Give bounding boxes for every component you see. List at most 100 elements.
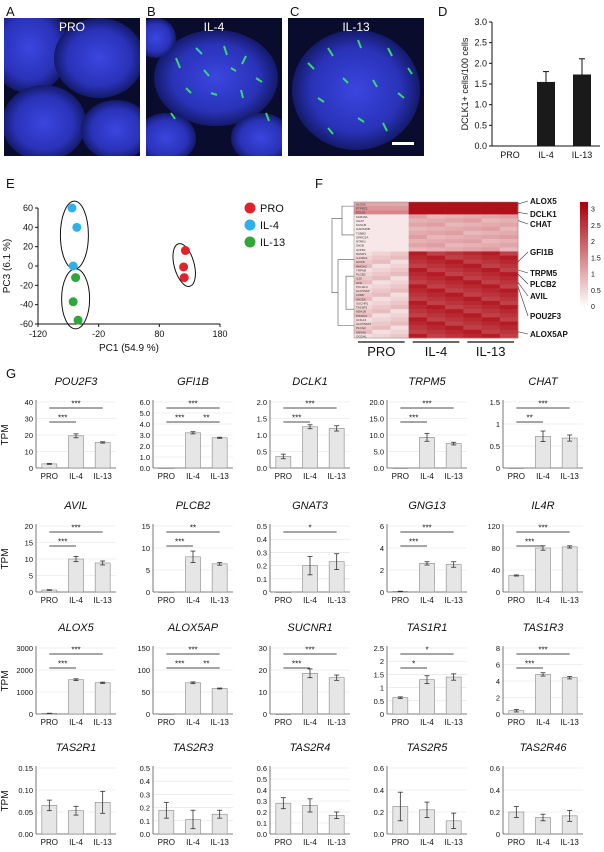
f-heatmap-cell (390, 284, 409, 289)
f-scale-segment (580, 293, 588, 296)
f-gene-label: CHAT (356, 219, 364, 223)
g-ytick-label: 0.6 (374, 764, 384, 773)
e-ylabel: PC3 (6.1 %) (2, 239, 13, 293)
g-bar (185, 682, 201, 715)
f-heatmap-cell (408, 284, 428, 289)
f-heatmap-cell (354, 255, 373, 260)
f-heatmap-cell (408, 206, 428, 211)
d-ytick-label: 3.0 (474, 17, 487, 27)
f-heatmap-cell (426, 321, 446, 326)
g-sig-label: *** (525, 660, 534, 669)
f-scale-segment (580, 202, 588, 205)
g-sig-label: *** (305, 646, 314, 655)
e-xtick-label: -120 (29, 329, 47, 339)
e-point-il-4 (68, 261, 78, 271)
f-heatmap-cell (499, 296, 519, 302)
g-plot-tas2r4: TAS2R4 0.0 0.1 0.2 0.3 0.4 0.5 0.6 PRO IL-4 IL-13 (257, 742, 350, 847)
f-heatmap-cell (445, 239, 464, 244)
f-gene-label: TUBB3 (356, 231, 366, 235)
f-scale-segment (580, 254, 588, 257)
g-ytick-label: 0.6 (490, 764, 500, 773)
f-scale-segment (580, 303, 588, 307)
f-heatmap-cell (354, 267, 373, 273)
f-heatmap-cell (390, 280, 409, 285)
g-gene-title: PLCB2 (176, 500, 211, 512)
f-scale-segment (580, 280, 588, 283)
f-heatmap-cell (426, 296, 446, 302)
e-point-pro (180, 246, 190, 256)
f-heatmap-cell (372, 202, 391, 207)
f-heatmap-cell (463, 305, 482, 310)
f-heatmap-cell (499, 325, 519, 331)
e-legend-marker (244, 202, 256, 214)
g-ytick-label: 0 (496, 830, 500, 839)
f-gene-label: NTRK1 (356, 240, 366, 244)
f-gene-label: POU2F3 (356, 285, 368, 289)
g-plot-gfi1b: GFI1B 0.0 1.0 2.0 3.0 4.0 5.0 6.0 PRO IL-4 IL-13 **… (140, 376, 233, 481)
f-heatmap-cell (481, 243, 501, 248)
f-heatmap-cell (499, 202, 519, 207)
g-bar (419, 437, 435, 469)
f-heatmap-cell (390, 239, 409, 244)
f-callout-line (517, 200, 529, 205)
g-ytick-label: 30 (259, 644, 267, 653)
g-ytick-label: 0.4 (374, 786, 384, 795)
f-gene-label: PLCG2 (356, 326, 366, 330)
f-heatmap-cell (390, 329, 409, 335)
d-ytick-label: 0.5 (474, 120, 487, 130)
panel-e-pca-scatter: 60 40 20 0 -20 -40 -60-120 -20 80 180 PC1 (54.9 %)… (2, 200, 285, 354)
f-heatmap-cell (354, 329, 373, 335)
f-scale-label: 1.5 (591, 255, 601, 262)
g-sig-label: *** (538, 400, 547, 409)
g-xtick-label: IL-4 (303, 596, 317, 605)
g-xtick-label: IL-4 (420, 838, 434, 847)
micrograph-pro: PRO (4, 18, 140, 156)
f-heatmap-cell (354, 313, 373, 318)
f-gene-label: ALOX5AP2 (356, 322, 372, 326)
g-xtick-label: IL-4 (186, 596, 200, 605)
g-gene-title: TAS1R3 (523, 622, 565, 634)
f-heatmap-cell (499, 210, 519, 215)
f-heatmap-cell (445, 329, 464, 335)
panel-letter-f: F (315, 176, 323, 191)
g-ytick-label: 6.0 (140, 398, 150, 407)
g-sig-label: ** (203, 414, 209, 423)
f-heatmap-cell (499, 292, 519, 298)
g-ytick-label: 10 (259, 688, 267, 697)
f-heatmap-cell (372, 305, 391, 310)
f-heatmap-cell (426, 272, 446, 277)
f-heatmap-cell (390, 325, 409, 331)
f-callout-line (517, 269, 529, 274)
f-scale-segment (580, 295, 588, 299)
g-xtick-label: IL-4 (186, 718, 200, 727)
g-plot-tas2r1: TAS2R1 0.00 0.05 0.10 0.15 PRO IL-4 IL-13 (18, 742, 116, 847)
g-xtick-label: IL-13 (561, 596, 580, 605)
f-heatmap-cell (481, 255, 501, 260)
f-heatmap-cell (499, 284, 519, 289)
f-heatmap-cell (408, 210, 428, 215)
g-ytick-label: 0.2 (374, 808, 384, 817)
g-xtick-label: PRO (158, 838, 175, 847)
g-ytick-label: 0 (29, 588, 33, 597)
panel-letter-a: A (6, 4, 15, 19)
f-heatmap-cell (463, 321, 482, 326)
e-ytick-label: 20 (23, 242, 33, 252)
f-scale-segment (580, 225, 588, 229)
f-heatmap-cell (408, 267, 428, 273)
f-heatmap-cell (445, 280, 464, 285)
f-heatmap-cell (481, 230, 501, 236)
g-xtick-label: PRO (508, 838, 525, 847)
g-gene-title: ALOX5AP (167, 622, 219, 634)
f-heatmap-cell (372, 284, 391, 289)
f-gene-label: TAS1R3 (356, 306, 367, 310)
g-ytick-label: 5.0 (140, 409, 150, 418)
f-scale-segment (580, 277, 588, 281)
g-ytick-label: 0 (29, 464, 33, 473)
g-ytick-label: 0.5 (490, 442, 500, 451)
f-heatmap-cell (354, 214, 373, 219)
g-ytick-label: 0.5 (140, 764, 150, 773)
f-heatmap-cell (354, 317, 373, 322)
micrograph-pro-label: PRO (58, 20, 85, 34)
f-heatmap-cell (499, 313, 519, 318)
